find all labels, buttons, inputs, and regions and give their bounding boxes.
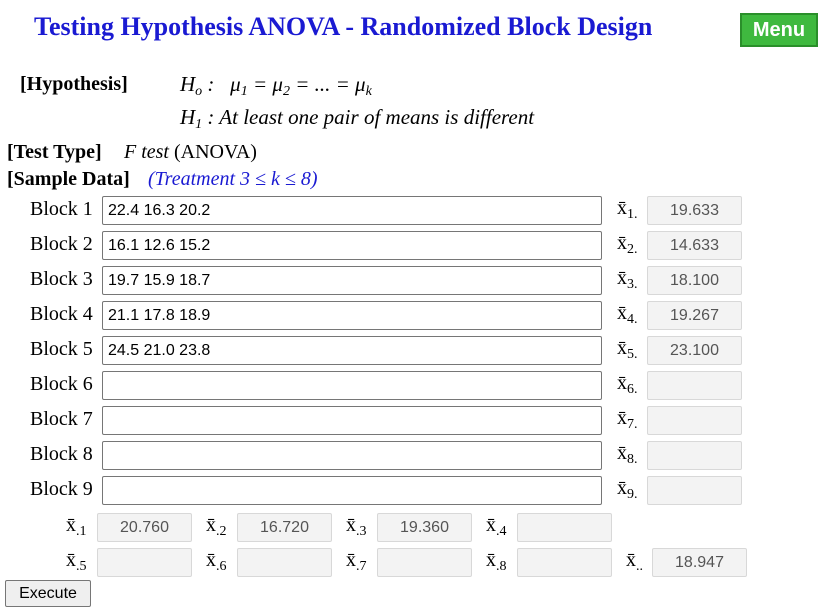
block-data-input[interactable]: 22.4 16.3 20.2 [102, 196, 602, 225]
sample-data-note: (Treatment 3 ≤ k ≤ 8) [148, 168, 318, 190]
row-mean-output [647, 406, 742, 435]
block-data-input[interactable] [102, 371, 602, 400]
block-label: Block 8 [30, 443, 93, 465]
column-mean-label: x̄.5 [66, 549, 87, 574]
column-mean-output: 16.720 [237, 513, 332, 542]
sample-data-label: [Sample Data] [7, 168, 130, 190]
row-mean-label: x̄8. [617, 442, 638, 467]
block-data-input[interactable]: 24.5 21.0 23.8 [102, 336, 602, 365]
block-label: Block 6 [30, 373, 93, 395]
hypothesis-label: [Hypothesis] [20, 73, 128, 95]
row-mean-label: x̄7. [617, 407, 638, 432]
row-mean-label: x̄4. [617, 302, 638, 327]
row-mean-output: 14.633 [647, 231, 742, 260]
execute-button[interactable]: Execute [5, 580, 91, 607]
row-mean-output: 18.100 [647, 266, 742, 295]
test-type-label: [Test Type] [7, 141, 102, 163]
grand-mean-label: x̄.. [626, 549, 643, 574]
row-mean-output: 23.100 [647, 336, 742, 365]
row-mean-output: 19.633 [647, 196, 742, 225]
block-row: Block 3 19.7 15.9 18.7 x̄3. 18.100 [0, 266, 823, 298]
page-title: Testing Hypothesis ANOVA - Randomized Bl… [34, 12, 653, 41]
column-mean-output: 19.360 [377, 513, 472, 542]
block-row: Block 4 21.1 17.8 18.9 x̄4. 19.267 [0, 301, 823, 333]
row-mean-label: x̄2. [617, 232, 638, 257]
block-label: Block 9 [30, 478, 93, 500]
block-row: Block 6 x̄6. [0, 371, 823, 403]
row-mean-label: x̄1. [617, 197, 638, 222]
column-mean-label: x̄.1 [66, 514, 87, 539]
column-mean-output [237, 548, 332, 577]
row-mean-label: x̄6. [617, 372, 638, 397]
column-mean-output [517, 513, 612, 542]
row-mean-label: x̄5. [617, 337, 638, 362]
column-mean-label: x̄.2 [206, 514, 227, 539]
null-hypothesis: Ho : μ1 = μ2 = ... = μk [180, 72, 372, 99]
block-label: Block 3 [30, 268, 93, 290]
block-label: Block 4 [30, 303, 93, 325]
row-mean-label: x̄9. [617, 477, 638, 502]
block-data-input[interactable]: 16.1 12.6 15.2 [102, 231, 602, 260]
row-mean-output [647, 476, 742, 505]
block-row: Block 7 x̄7. [0, 406, 823, 438]
alternative-hypothesis: H1 : At least one pair of means is diffe… [180, 105, 535, 132]
block-label: Block 2 [30, 233, 93, 255]
column-mean-label: x̄.7 [346, 549, 367, 574]
row-mean-label: x̄3. [617, 267, 638, 292]
block-row: Block 1 22.4 16.3 20.2 x̄1. 19.633 [0, 196, 823, 228]
column-mean-output [97, 548, 192, 577]
row-mean-output: 19.267 [647, 301, 742, 330]
column-mean-output: 20.760 [97, 513, 192, 542]
block-label: Block 1 [30, 198, 93, 220]
block-data-input[interactable] [102, 441, 602, 470]
row-mean-output [647, 371, 742, 400]
test-type-value: F test (ANOVA) [124, 141, 257, 163]
block-row: Block 2 16.1 12.6 15.2 x̄2. 14.633 [0, 231, 823, 263]
block-label: Block 5 [30, 338, 93, 360]
column-mean-output [517, 548, 612, 577]
block-row: Block 5 24.5 21.0 23.8 x̄5. 23.100 [0, 336, 823, 368]
block-row: Block 8 x̄8. [0, 441, 823, 473]
block-data-input[interactable]: 21.1 17.8 18.9 [102, 301, 602, 330]
column-mean-label: x̄.6 [206, 549, 227, 574]
column-mean-label: x̄.3 [346, 514, 367, 539]
block-data-input[interactable] [102, 476, 602, 505]
row-mean-output [647, 441, 742, 470]
column-mean-label: x̄.8 [486, 549, 507, 574]
block-data-input[interactable]: 19.7 15.9 18.7 [102, 266, 602, 295]
block-label: Block 7 [30, 408, 93, 430]
block-row: Block 9 x̄9. [0, 476, 823, 508]
block-data-input[interactable] [102, 406, 602, 435]
grand-mean-output: 18.947 [652, 548, 747, 577]
menu-button[interactable]: Menu [740, 13, 818, 47]
column-mean-output [377, 548, 472, 577]
column-mean-label: x̄.4 [486, 514, 507, 539]
